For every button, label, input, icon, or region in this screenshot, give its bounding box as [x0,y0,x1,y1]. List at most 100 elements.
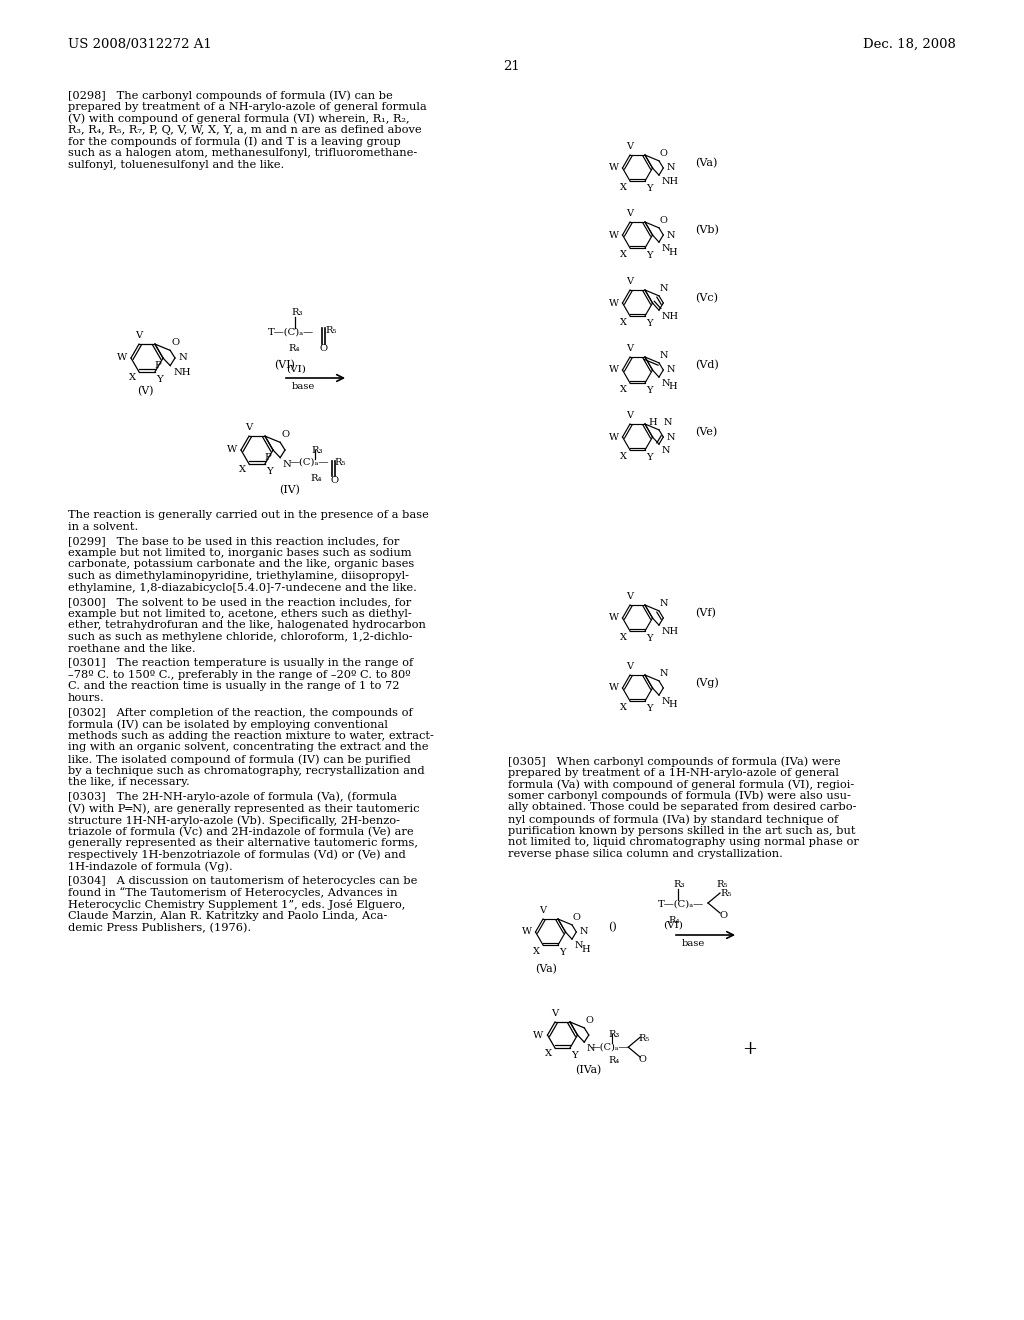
Text: V: V [627,345,634,352]
Text: R₅: R₅ [720,888,731,898]
Text: T—(C)ₐ—: T—(C)ₐ— [658,900,705,909]
Text: W: W [608,164,618,173]
Text: (V): (V) [137,385,154,396]
Text: N: N [662,697,671,706]
Text: such as such as methylene chloride, chloroform, 1,2-dichlo-: such as such as methylene chloride, chlo… [68,632,413,642]
Text: N: N [660,669,669,678]
Text: formula (Va) with compound of general formula (VI), regioi-: formula (Va) with compound of general fo… [508,779,854,789]
Text: X: X [620,451,627,461]
Text: V: V [627,277,634,286]
Text: [0304]   A discussion on tautomerism of heterocycles can be: [0304] A discussion on tautomerism of he… [68,876,418,886]
Text: N: N [667,231,675,239]
Text: —(C)ₐ—: —(C)ₐ— [289,458,329,467]
Text: for the compounds of formula (I) and T is a leaving group: for the compounds of formula (I) and T i… [68,136,400,147]
Text: structure 1H-NH-arylo-azole (Vb). Specifically, 2H-benzo-: structure 1H-NH-arylo-azole (Vb). Specif… [68,814,400,825]
Text: example but not limited to, acetone, ethers such as diethyl-: example but not limited to, acetone, eth… [68,609,412,619]
Text: prepared by treatment of a NH-arylo-azole of general formula: prepared by treatment of a NH-arylo-azol… [68,102,427,112]
Text: H: H [668,383,677,391]
Text: +: + [742,1040,758,1059]
Text: like. The isolated compound of formula (IV) can be purified: like. The isolated compound of formula (… [68,754,411,764]
Text: (VI): (VI) [286,366,306,374]
Text: [0305]   When carbonyl compounds of formula (IVa) were: [0305] When carbonyl compounds of formul… [508,756,841,767]
Text: W: W [608,684,618,693]
Text: V: V [246,424,253,432]
Text: P: P [155,360,161,370]
Text: Heterocyclic Chemistry Supplement 1”, eds. José Elguero,: Heterocyclic Chemistry Supplement 1”, ed… [68,899,406,911]
Text: O: O [586,1016,593,1024]
Text: R₃: R₃ [608,1030,620,1039]
Text: X: X [620,318,627,327]
Text: T—(C)ₐ—: T—(C)ₐ— [268,327,314,337]
Text: O: O [720,911,728,920]
Text: demic Press Publishers, (1976).: demic Press Publishers, (1976). [68,923,251,933]
Text: –78º C. to 150º C., preferably in the range of –20º C. to 80º: –78º C. to 150º C., preferably in the ra… [68,669,411,680]
Text: base: base [292,381,315,391]
Text: reverse phase silica column and crystallization.: reverse phase silica column and crystall… [508,849,783,859]
Text: O: O [319,345,328,352]
Text: X: X [239,465,246,474]
Text: (IV): (IV) [280,484,300,495]
Text: hours.: hours. [68,693,104,704]
Text: V: V [135,331,142,341]
Text: Y: Y [646,251,652,260]
Text: W: W [226,446,237,454]
Text: V: V [627,143,634,150]
Text: Y: Y [646,183,652,193]
Text: carbonate, potassium carbonate and the like, organic bases: carbonate, potassium carbonate and the l… [68,560,415,569]
Text: (): () [608,921,617,932]
Text: R₅: R₅ [325,326,336,335]
Text: R₃: R₃ [673,880,684,888]
Text: W: W [608,231,618,239]
Text: W: W [117,354,127,363]
Text: nyl compounds of formula (IVa) by standard technique of: nyl compounds of formula (IVa) by standa… [508,814,839,825]
Text: by a technique such as chromatography, recrystallization and: by a technique such as chromatography, r… [68,766,425,776]
Text: R₃, R₄, R₅, R₇, P, Q, V, W, X, Y, a, m and n are as defined above: R₃, R₄, R₅, R₇, P, Q, V, W, X, Y, a, m a… [68,125,422,135]
Text: sulfonyl, toluenesulfonyl and the like.: sulfonyl, toluenesulfonyl and the like. [68,160,285,169]
Text: purification known by persons skilled in the art such as, but: purification known by persons skilled in… [508,825,855,836]
Text: Y: Y [266,467,272,475]
Text: found in “The Tautomerism of Heterocycles, Advances in: found in “The Tautomerism of Heterocycle… [68,887,397,899]
Text: Y: Y [646,385,652,395]
Text: O: O [330,475,338,484]
Text: N: N [660,284,669,293]
Text: formula (IV) can be isolated by employing conventional: formula (IV) can be isolated by employin… [68,719,388,730]
Text: N: N [662,379,671,388]
Text: W: W [608,366,618,375]
Text: (IVa): (IVa) [574,1065,601,1076]
Text: R₄: R₄ [668,916,680,925]
Text: (Vc): (Vc) [695,293,718,304]
Text: NH: NH [662,312,679,321]
Text: base: base [682,939,706,948]
Text: in a solvent.: in a solvent. [68,521,138,532]
Text: ally obtained. Those could be separated from desired carbo-: ally obtained. Those could be separated … [508,803,856,812]
Text: X: X [534,946,540,956]
Text: X: X [620,385,627,393]
Text: O: O [660,149,668,158]
Text: example but not limited to, inorganic bases such as sodium: example but not limited to, inorganic ba… [68,548,412,558]
Text: X: X [620,249,627,259]
Text: NH: NH [662,177,679,186]
Text: X: X [620,183,627,191]
Text: Y: Y [646,704,652,713]
Text: ether, tetrahydrofuran and the like, halogenated hydrocarbon: ether, tetrahydrofuran and the like, hal… [68,620,426,631]
Text: such as a halogen atom, methanesulfonyl, trifluoromethane-: such as a halogen atom, methanesulfonyl,… [68,148,417,158]
Text: N: N [667,164,675,173]
Text: V: V [540,906,547,915]
Text: H: H [668,700,677,709]
Text: X: X [620,704,627,711]
Text: X: X [620,634,627,642]
Text: R₅: R₅ [716,880,727,888]
Text: Claude Marzin, Alan R. Katritzky and Paolo Linda, Aca-: Claude Marzin, Alan R. Katritzky and Pao… [68,911,387,921]
Text: N: N [660,351,669,360]
Text: W: W [608,614,618,623]
Text: generally represented as their alternative tautomeric forms,: generally represented as their alternati… [68,838,418,849]
Text: N: N [667,433,675,441]
Text: US 2008/0312272 A1: US 2008/0312272 A1 [68,38,212,51]
Text: R₃: R₃ [291,308,302,317]
Text: (V) with P═N), are generally represented as their tautomeric: (V) with P═N), are generally represented… [68,804,420,814]
Text: N: N [667,366,675,375]
Text: R₅: R₅ [638,1034,649,1043]
Text: N: N [283,459,291,469]
Text: Dec. 18, 2008: Dec. 18, 2008 [863,38,956,51]
Text: N: N [587,1044,595,1053]
